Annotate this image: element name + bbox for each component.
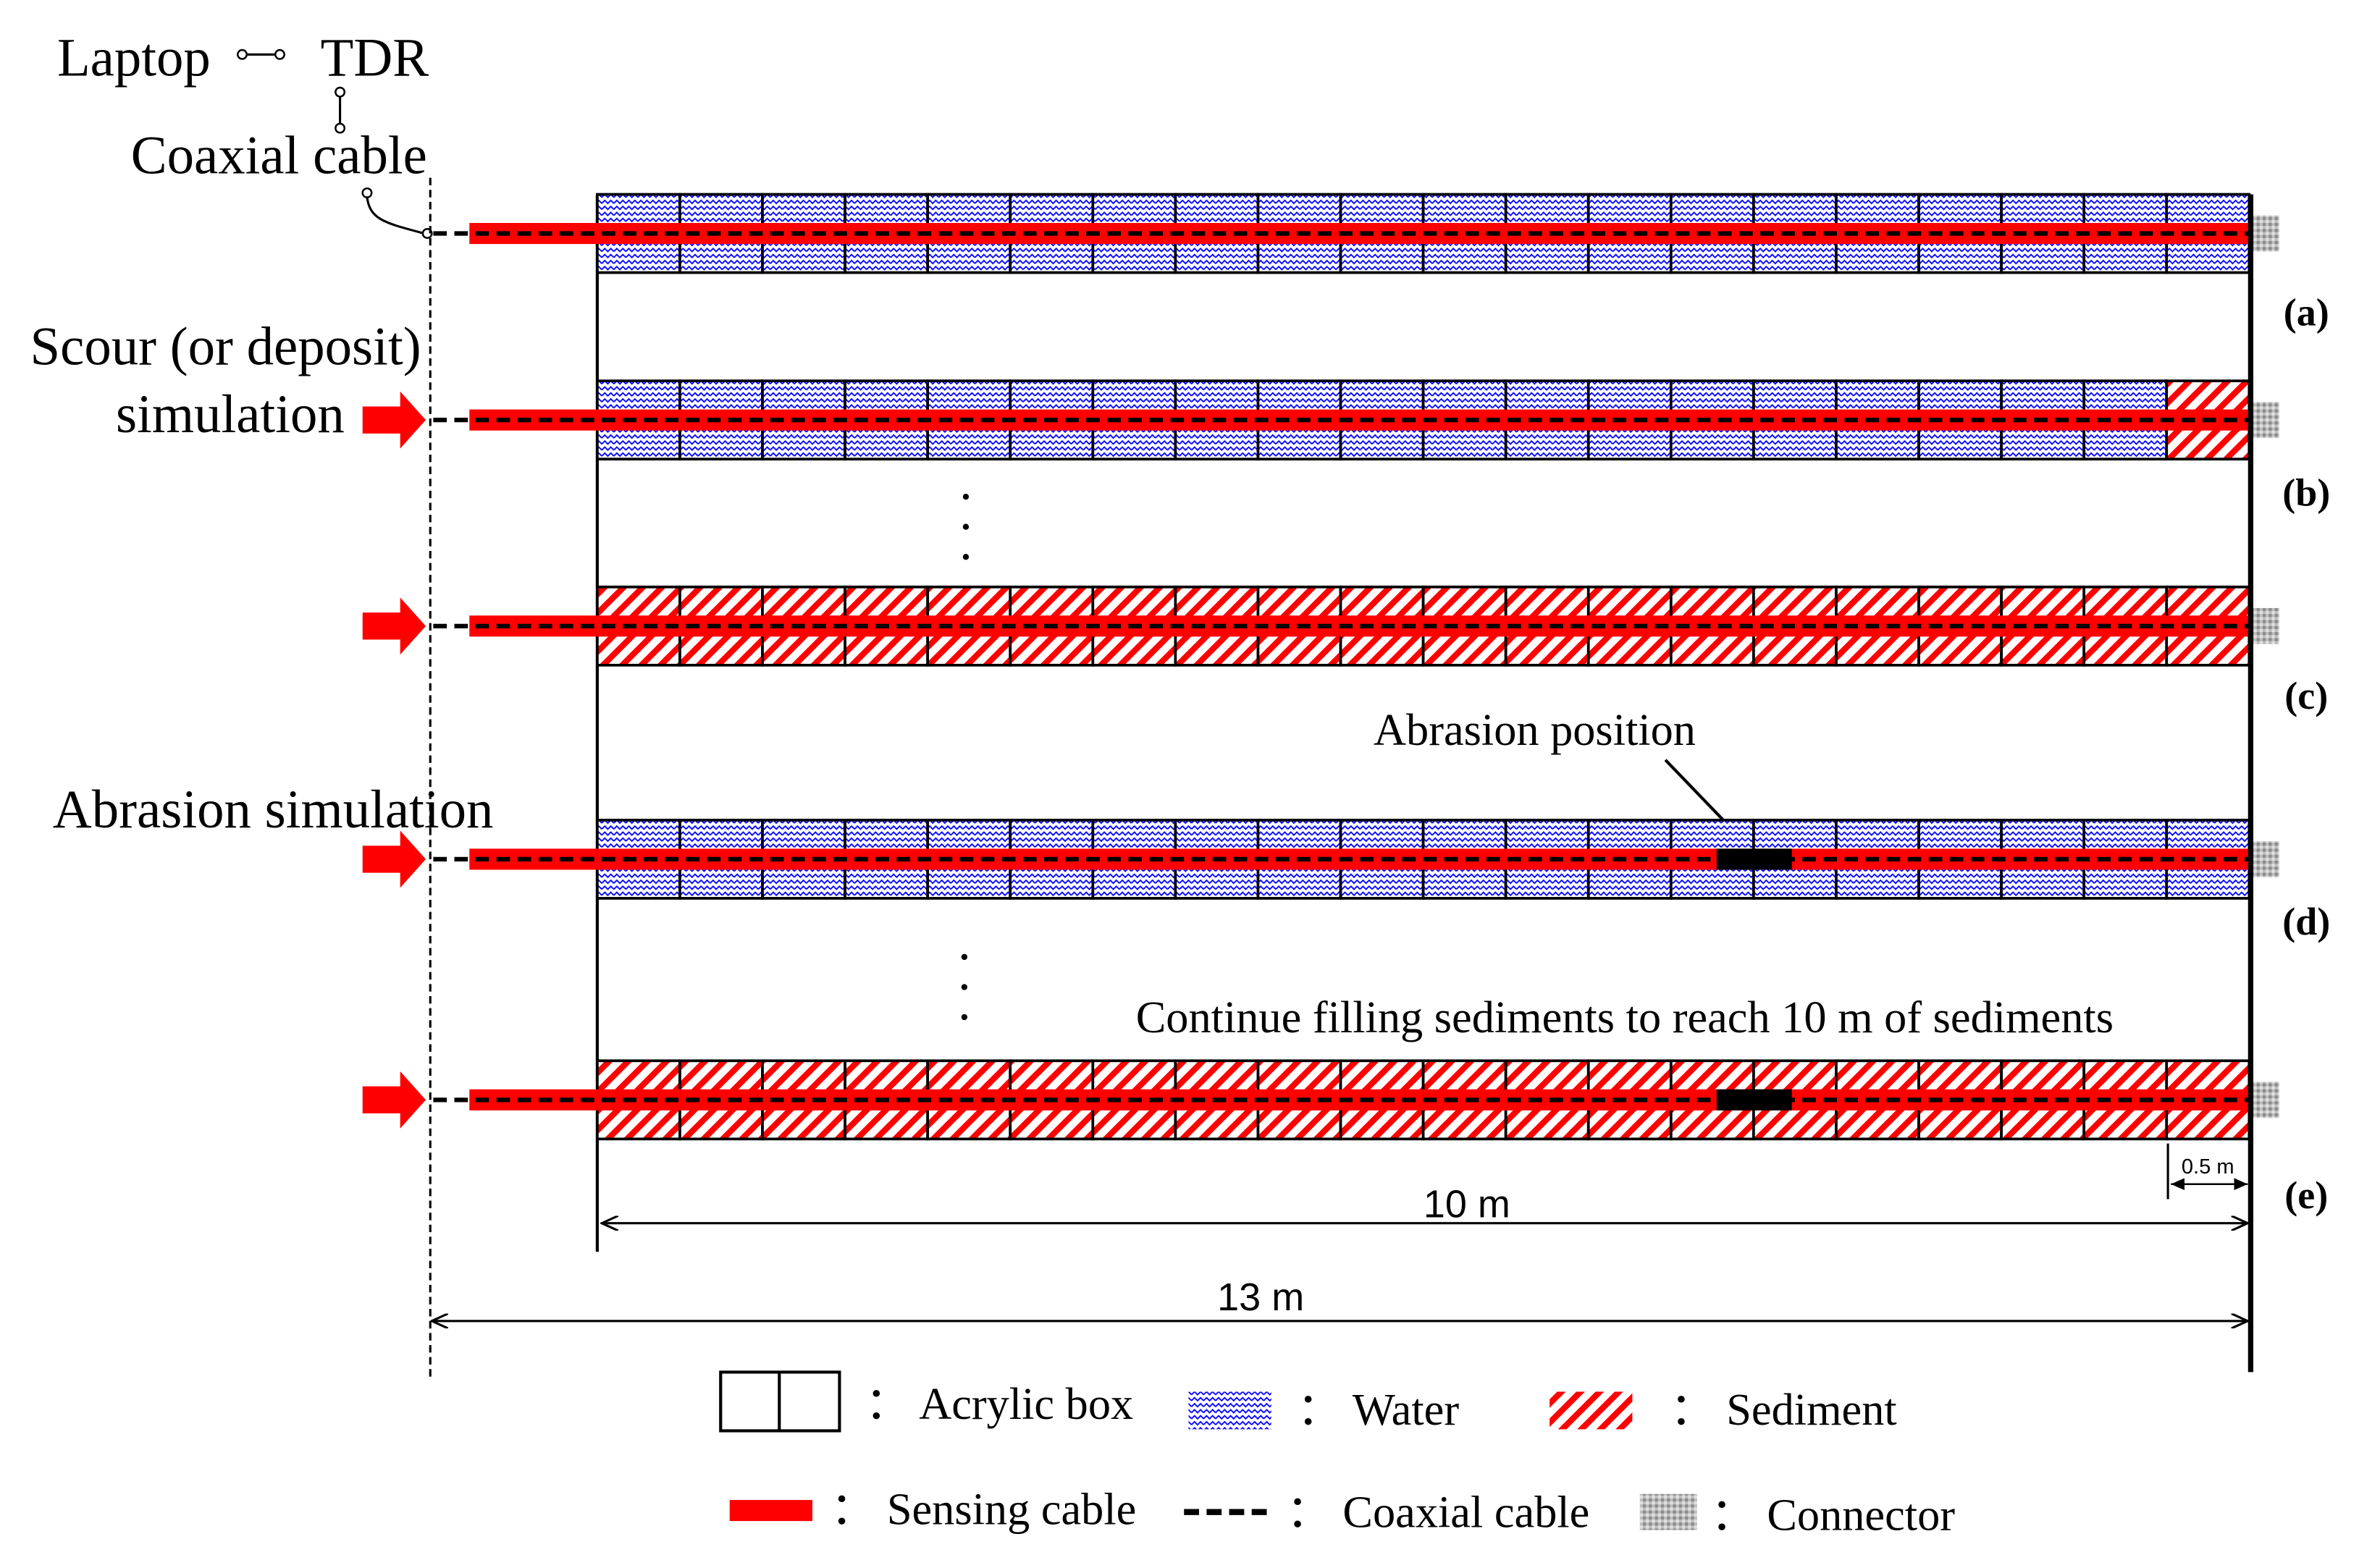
- row-label: (a): [2284, 290, 2329, 334]
- connector-icon: [2252, 607, 2279, 644]
- legend-connector-swatch: [1639, 1493, 1697, 1530]
- legend-water-label: ： Water: [1297, 1385, 1459, 1435]
- connector-icon: [2252, 1082, 2279, 1118]
- row-label: (c): [2284, 674, 2328, 717]
- legend-sediment-label: ： Sediment: [1670, 1385, 1896, 1435]
- strip-length-label: 10 m: [1424, 1182, 1510, 1226]
- scour-label-line1: Scour (or deposit): [30, 316, 421, 376]
- connector-icon: [2252, 402, 2279, 439]
- row-label: (d): [2282, 900, 2330, 943]
- box-length-label: 0.5 m: [2182, 1155, 2234, 1179]
- row-d: (d): [362, 818, 2330, 943]
- legend-sensing-cable-label: ： Sensing cable: [831, 1484, 1136, 1534]
- row-a: (a): [433, 193, 2329, 334]
- connection-icon: [335, 86, 346, 134]
- red-arrow-icon: [362, 391, 426, 449]
- row-label: (b): [2282, 471, 2330, 515]
- abrasion-simulation-label: Abrasion simulation: [53, 780, 494, 840]
- red-arrow-icon: [362, 597, 426, 655]
- legend-connector-label: ： Connector: [1710, 1491, 1955, 1540]
- connection-icon: [237, 49, 285, 60]
- red-arrow-icon: [362, 1071, 426, 1129]
- legend-water-swatch: [1188, 1391, 1271, 1430]
- row-c: (c): [362, 585, 2328, 717]
- red-arrow-icon: [362, 830, 426, 888]
- abrasion-position-label: Abrasion position: [1374, 705, 1696, 755]
- legend-sensing-cable-swatch: [729, 1500, 813, 1522]
- row-label: (e): [2284, 1173, 2328, 1217]
- ellipsis-dots: [961, 493, 970, 1021]
- total-length-label: 13 m: [1217, 1276, 1304, 1319]
- legend-acrylic-box-label: ： Acrylic box: [865, 1379, 1133, 1429]
- connector-icon: [2252, 215, 2279, 252]
- laptop-label: Laptop: [57, 28, 211, 88]
- legend-acrylic-box-swatch: [719, 1370, 841, 1433]
- legend-coaxial-cable-label: ： Coaxial cable: [1287, 1487, 1590, 1537]
- legend-sediment-swatch: [1549, 1391, 1633, 1430]
- cable-lead-icon: [361, 187, 433, 240]
- row-b: (b): [362, 379, 2330, 515]
- scour-label-line2: simulation: [116, 384, 345, 444]
- legend: ： Acrylic box ： Water ： Sediment ： Sensi…: [719, 1370, 1955, 1540]
- connector-icon: [2252, 840, 2279, 877]
- continue-filling-label: Continue filling sediments to reach 10 m…: [1136, 992, 2114, 1042]
- row-e: (e): [362, 1059, 2328, 1217]
- coaxial-cable-label: Coaxial cable: [131, 125, 427, 185]
- tdr-label: TDR: [321, 28, 429, 88]
